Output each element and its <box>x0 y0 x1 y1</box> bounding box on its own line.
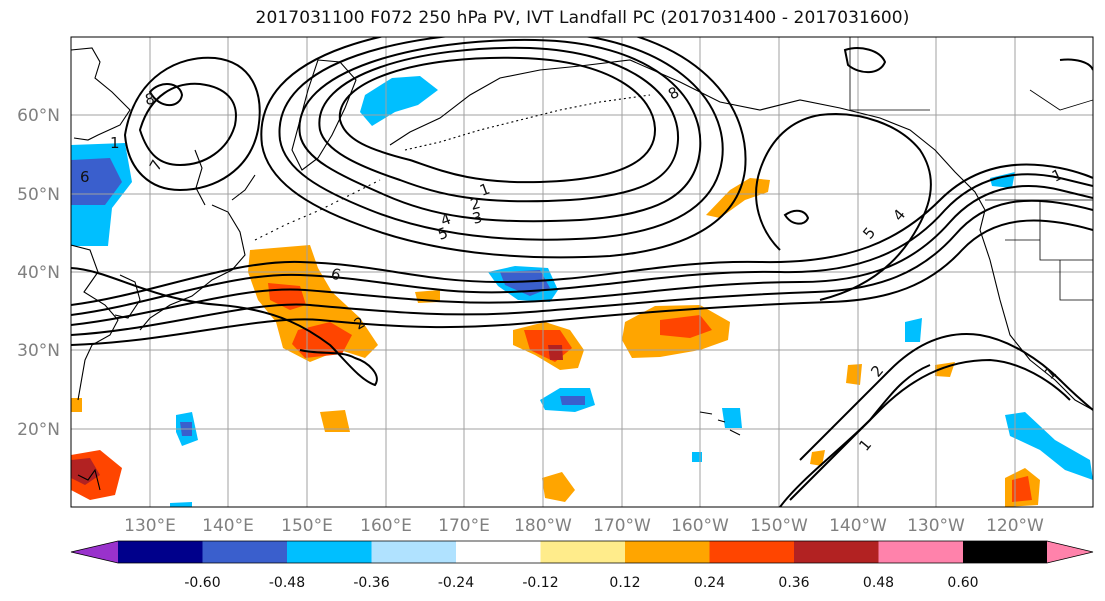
longitude-label: 150°E <box>281 516 333 536</box>
anomaly-region <box>706 178 770 218</box>
anomaly-region <box>548 345 563 360</box>
longitude-label: 140°E <box>202 516 254 536</box>
aleutian-islands <box>404 94 651 151</box>
latitude-label: 20°N <box>17 420 60 440</box>
latitude-labels: 60°N 50°N 40°N 30°N 20°N <box>17 106 60 440</box>
anomaly-region <box>660 315 712 338</box>
colorbar-outline <box>70 540 1094 564</box>
longitude-label: 180°W <box>514 516 572 536</box>
colorbar-segment <box>540 541 625 563</box>
asia-coastline <box>71 47 131 401</box>
contour-label: 8 <box>144 90 157 109</box>
colorbar-segment <box>118 541 203 563</box>
longitude-label: 150°W <box>750 516 808 536</box>
colorbar <box>70 540 1094 564</box>
longitude-label: 120°W <box>986 516 1044 536</box>
pv-contours <box>71 37 1093 507</box>
contour-label: 6 <box>329 264 343 284</box>
anomaly-region <box>810 450 825 466</box>
colorbar-segment <box>963 541 1047 563</box>
colorbar-segment <box>371 541 456 563</box>
hawaii-islands <box>699 411 741 436</box>
colorbar-segment <box>456 541 541 563</box>
colorbar-extend-right <box>1047 541 1093 563</box>
latitude-label: 60°N <box>17 106 60 126</box>
map-title: 2017031100 F072 250 hPa PV, IVT Landfall… <box>255 8 910 28</box>
longitude-label: 140°W <box>829 516 887 536</box>
alaska-coastline <box>389 59 986 211</box>
anomaly-region <box>560 396 585 405</box>
anomaly-region <box>71 458 100 485</box>
longitude-label: 170°E <box>438 516 490 536</box>
colorbar-segment <box>625 541 710 563</box>
colorbar-tick-label: -0.36 <box>353 575 389 591</box>
map-frame <box>70 36 1094 508</box>
anomaly-region <box>170 502 192 507</box>
colorbar-tick-label: 0.12 <box>609 575 640 591</box>
colorbar-tick-label: -0.48 <box>269 575 305 591</box>
colorbar-tick-label: -0.12 <box>522 575 558 591</box>
colorbar-tick-label: 0.24 <box>694 575 725 591</box>
contour-label: 1 <box>110 134 120 152</box>
latitude-label: 50°N <box>17 185 60 205</box>
colorbar-tick-label: -0.60 <box>184 575 220 591</box>
longitude-label: 130°W <box>907 516 965 536</box>
colorbar-segment <box>202 541 287 563</box>
contour-label: 6 <box>80 168 90 186</box>
colorbar-segment <box>794 541 879 563</box>
anomaly-region <box>542 472 575 502</box>
anomaly-region <box>71 158 122 205</box>
latitude-label: 40°N <box>17 263 60 283</box>
latitude-label: 30°N <box>17 341 60 361</box>
anomaly-region <box>846 364 862 385</box>
contour-label: 2 <box>468 194 482 214</box>
anomaly-region <box>1012 476 1032 502</box>
sakhalin-coastline <box>194 149 206 206</box>
longitude-label: 160°E <box>360 516 412 536</box>
anomaly-region <box>905 318 922 342</box>
colorbar-tick-label: -0.24 <box>438 575 474 591</box>
longitude-labels: 130°E 140°E 150°E 160°E 170°E 180°W 170°… <box>124 516 1044 536</box>
colorbar-tick-labels: -0.60 -0.48 -0.36 -0.24 -0.12 0.12 0.24 … <box>184 575 978 591</box>
colorbar-tick-label: 0.48 <box>863 575 894 591</box>
contour-label: 3 <box>470 208 484 228</box>
coastlines <box>71 47 1093 491</box>
north-america-west-coast <box>979 209 1093 411</box>
colorbar-tick-label: 0.36 <box>778 575 809 591</box>
anomaly-region <box>722 408 742 428</box>
anomaly-region <box>360 76 438 126</box>
colorbar-segment <box>709 541 794 563</box>
colorbar-segment <box>878 541 963 563</box>
longitude-label: 160°W <box>671 516 729 536</box>
colorbar-segment <box>287 541 372 563</box>
anomaly-region <box>320 410 350 432</box>
philippines-coastline <box>77 468 101 491</box>
colorbar-tick-label: 0.60 <box>947 575 978 591</box>
longitude-label: 170°W <box>593 516 651 536</box>
colorbar-extend-left <box>71 541 118 563</box>
longitude-label: 130°E <box>124 516 176 536</box>
japan-coastline <box>139 174 256 331</box>
anomaly-region <box>71 398 82 412</box>
